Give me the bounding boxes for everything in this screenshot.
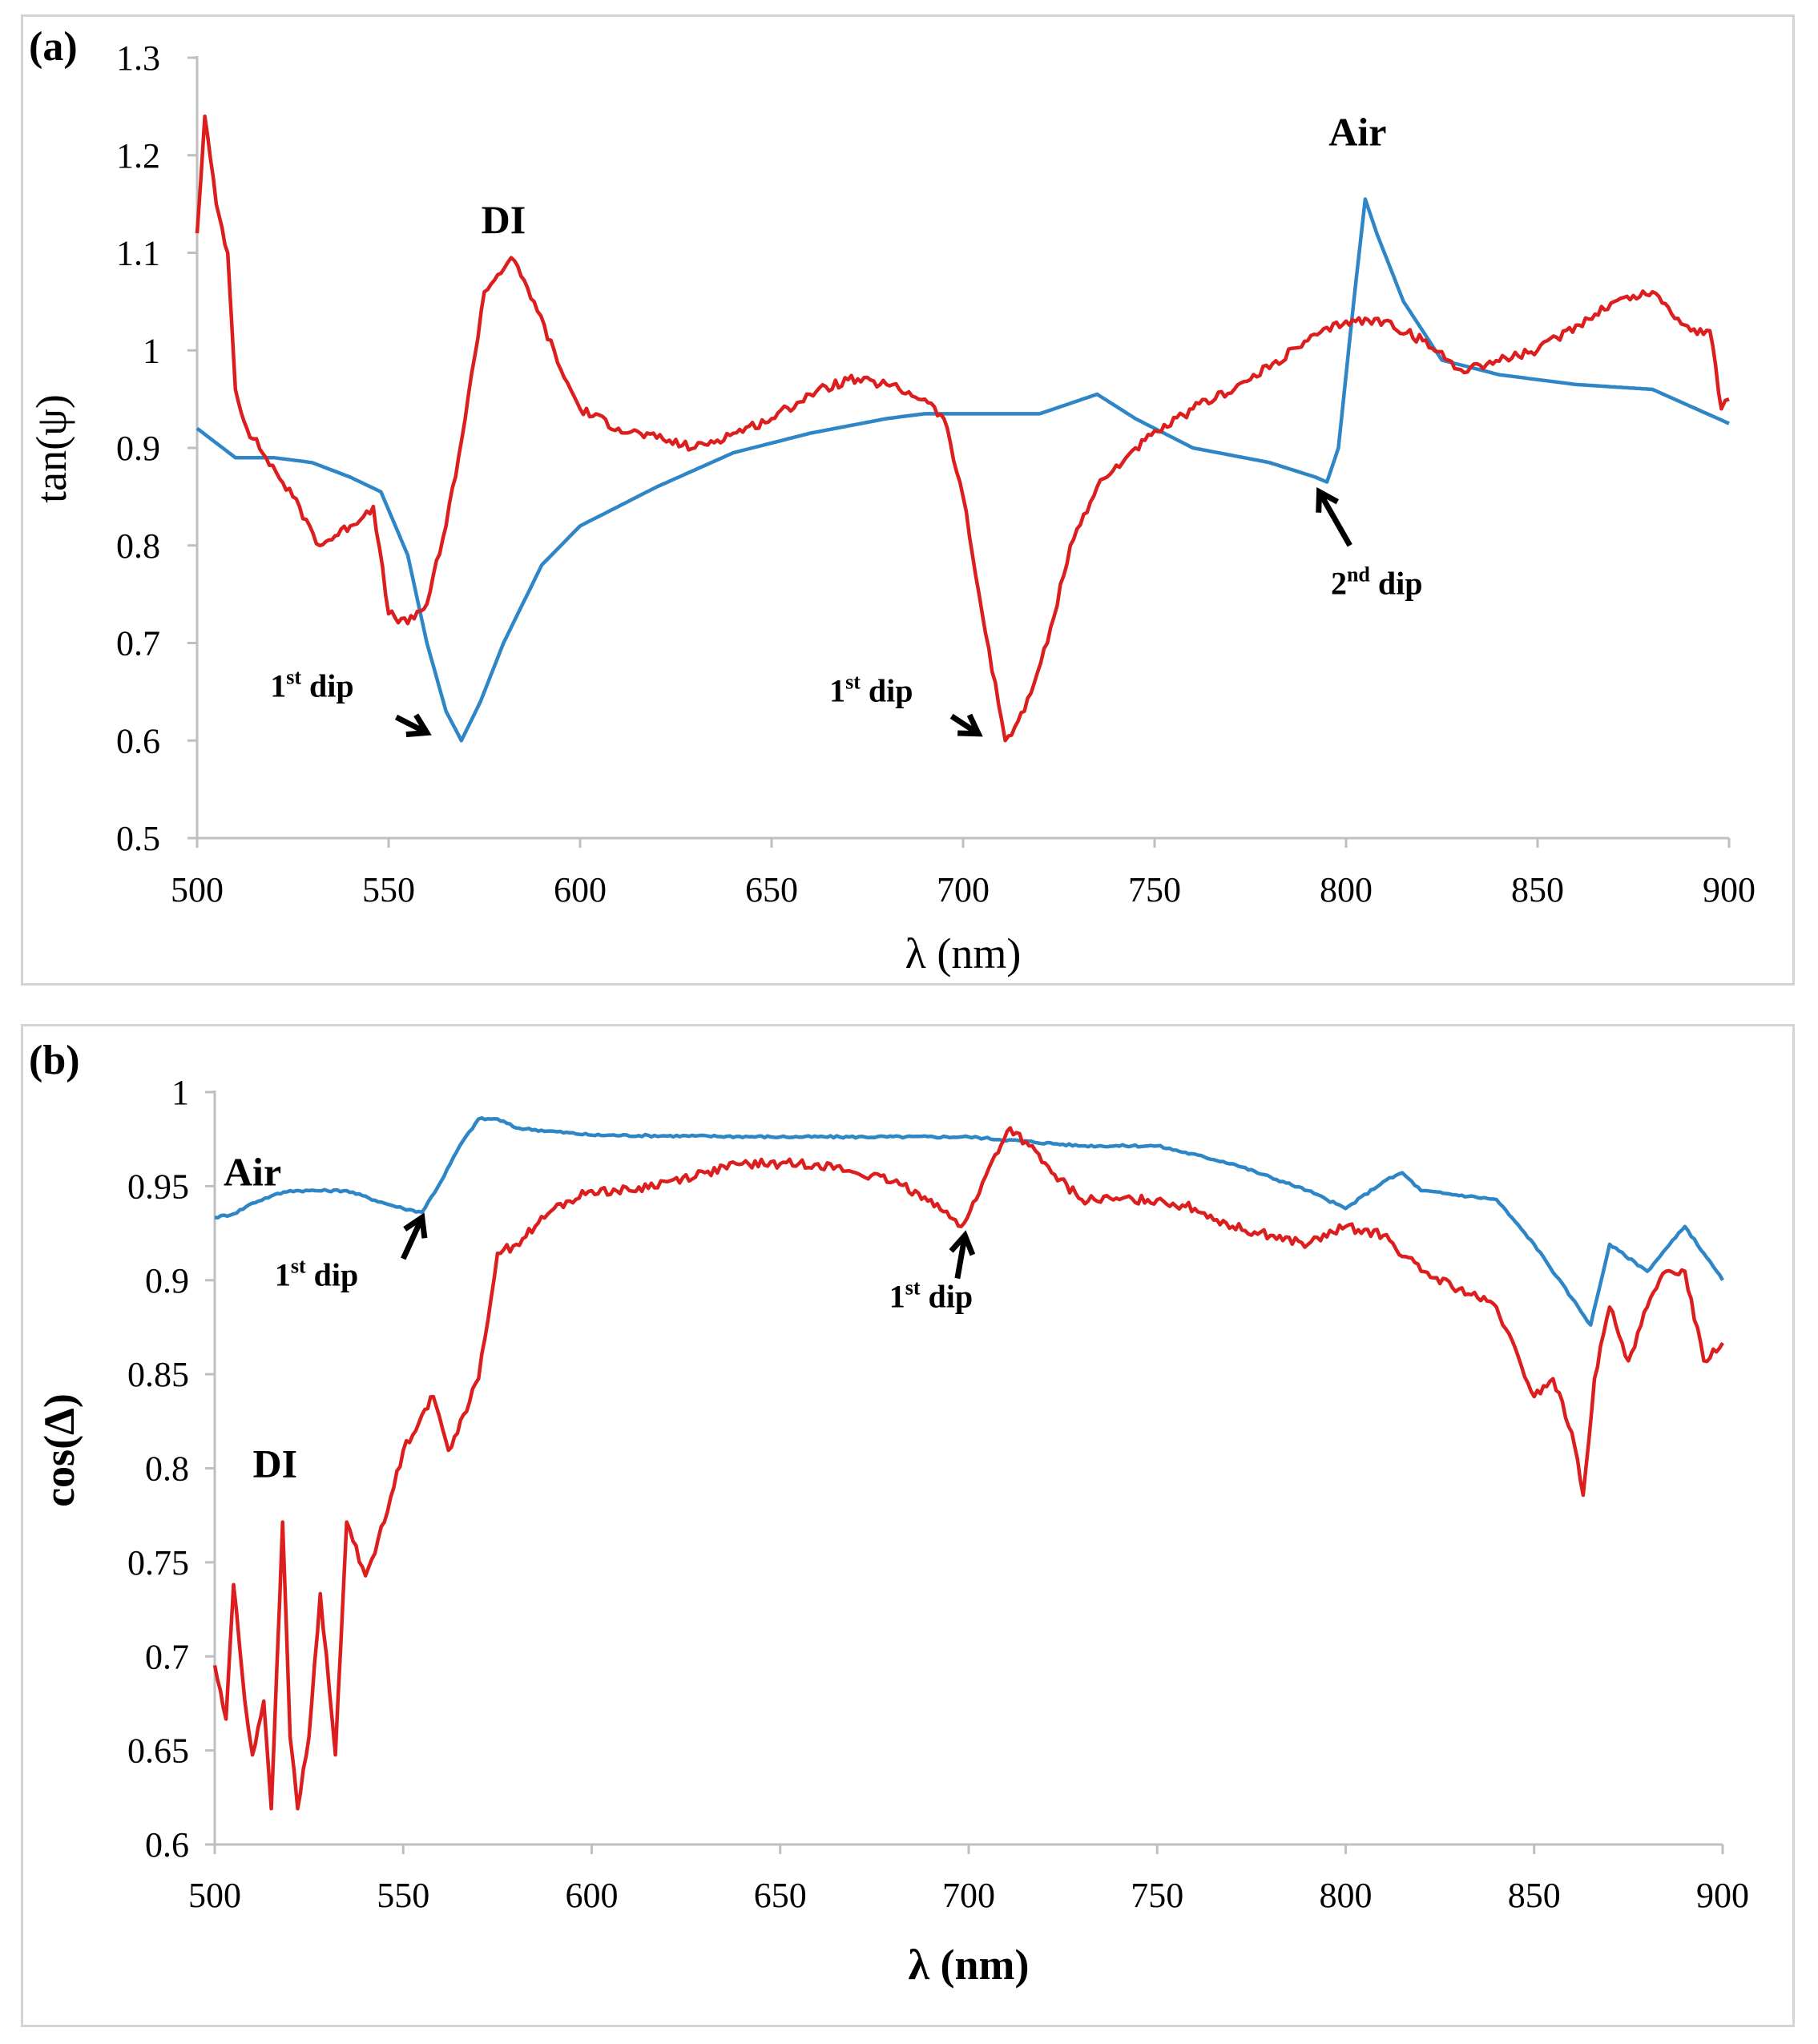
arrow-head	[1316, 486, 1340, 513]
dip-annotation: 1st dip	[829, 671, 913, 709]
arrow-head	[949, 1230, 976, 1256]
series-line-di	[212, 1126, 1724, 1811]
y-tick-label: 0.7	[116, 624, 160, 663]
series-line-di	[195, 114, 1730, 743]
x-tick-label: 600	[554, 870, 607, 909]
series-annotation: DI	[482, 197, 526, 242]
series-annotation: DI	[252, 1441, 297, 1486]
x-tick-label: 850	[1511, 870, 1564, 909]
chart-panel-a	[21, 14, 1795, 986]
x-tick-label: 700	[942, 1876, 995, 1915]
y-tick-label: 0.8	[116, 526, 160, 566]
x-tick-label: 500	[188, 1876, 241, 1915]
y-tick-label: 0.5	[116, 819, 160, 858]
chart-b: 0.6 0.65 0.7 0.75 0.8 0.85 0.9 0.95 1 500 550 600 65…	[29, 1038, 1749, 1989]
dip-annotation: 1st dip	[270, 665, 353, 704]
panel-label: (b)	[29, 1038, 80, 1083]
y-tick-label: 1	[171, 1073, 189, 1112]
y-tick-label: 0.9	[116, 429, 160, 468]
x-tick-label: 850	[1508, 1876, 1561, 1915]
dip-annotation: 1st dip	[889, 1276, 973, 1314]
y-tick-label: 1.2	[116, 136, 160, 175]
arrow-shaft	[401, 1216, 425, 1260]
y-axis-label: cos(Δ)	[35, 1393, 83, 1507]
y-tick-label: 0.75	[127, 1543, 189, 1582]
series-line-air	[196, 197, 1730, 743]
y-tick-label: 0.85	[127, 1355, 189, 1394]
y-tick-label: 0.9	[145, 1261, 189, 1300]
arrow-head	[403, 1212, 428, 1239]
x-tick-label: 750	[1131, 1876, 1183, 1915]
y-tick-label: 0.6	[116, 721, 160, 760]
arrow-shaft	[1316, 490, 1352, 547]
x-tick-label: 800	[1320, 1876, 1373, 1915]
dip-annotation: 1st dip	[275, 1254, 358, 1292]
x-axis-label: λ (nm)	[905, 929, 1022, 978]
series-annotation: Air	[224, 1149, 281, 1194]
x-tick-label: 700	[937, 870, 990, 909]
x-tick-label: 900	[1696, 1876, 1749, 1915]
y-tick-label: 0.65	[127, 1732, 189, 1771]
y-tick-label: 1.3	[116, 38, 160, 78]
y-tick-label: 1	[143, 331, 160, 370]
arrow-head	[957, 713, 983, 737]
y-tick-label: 0.95	[127, 1167, 189, 1206]
arrow-shaft	[954, 1235, 968, 1280]
x-tick-label: 600	[566, 1876, 619, 1915]
series-line-air	[214, 1116, 1724, 1327]
x-tick-label: 750	[1128, 870, 1181, 909]
x-tick-label: 550	[362, 870, 415, 909]
y-tick-label: 0.7	[145, 1637, 189, 1676]
y-tick-label: 1.1	[116, 234, 160, 273]
x-tick-label: 550	[377, 1876, 429, 1915]
x-tick-label: 650	[754, 1876, 807, 1915]
panel-label: (a)	[29, 24, 78, 70]
x-tick-label: 800	[1320, 870, 1373, 909]
x-tick-label: 900	[1703, 870, 1756, 909]
series-annotation: Air	[1328, 110, 1386, 155]
y-axis-label: tan(ψ)	[27, 394, 75, 503]
arrow-shaft	[394, 714, 429, 736]
arrow-head	[405, 713, 432, 738]
y-tick-label: 0.6	[145, 1825, 189, 1865]
x-axis-label: λ (nm)	[908, 1941, 1029, 1989]
dip-annotation: 2nd dip	[1331, 563, 1423, 602]
x-tick-label: 650	[745, 870, 798, 909]
x-tick-label: 500	[171, 870, 224, 909]
chart-a: 0.5 0.6 0.7 0.8 0.9 1 1.1 1.2 1.3 500 550 600 650 700…	[27, 24, 1756, 978]
y-tick-label: 0.8	[145, 1449, 189, 1489]
